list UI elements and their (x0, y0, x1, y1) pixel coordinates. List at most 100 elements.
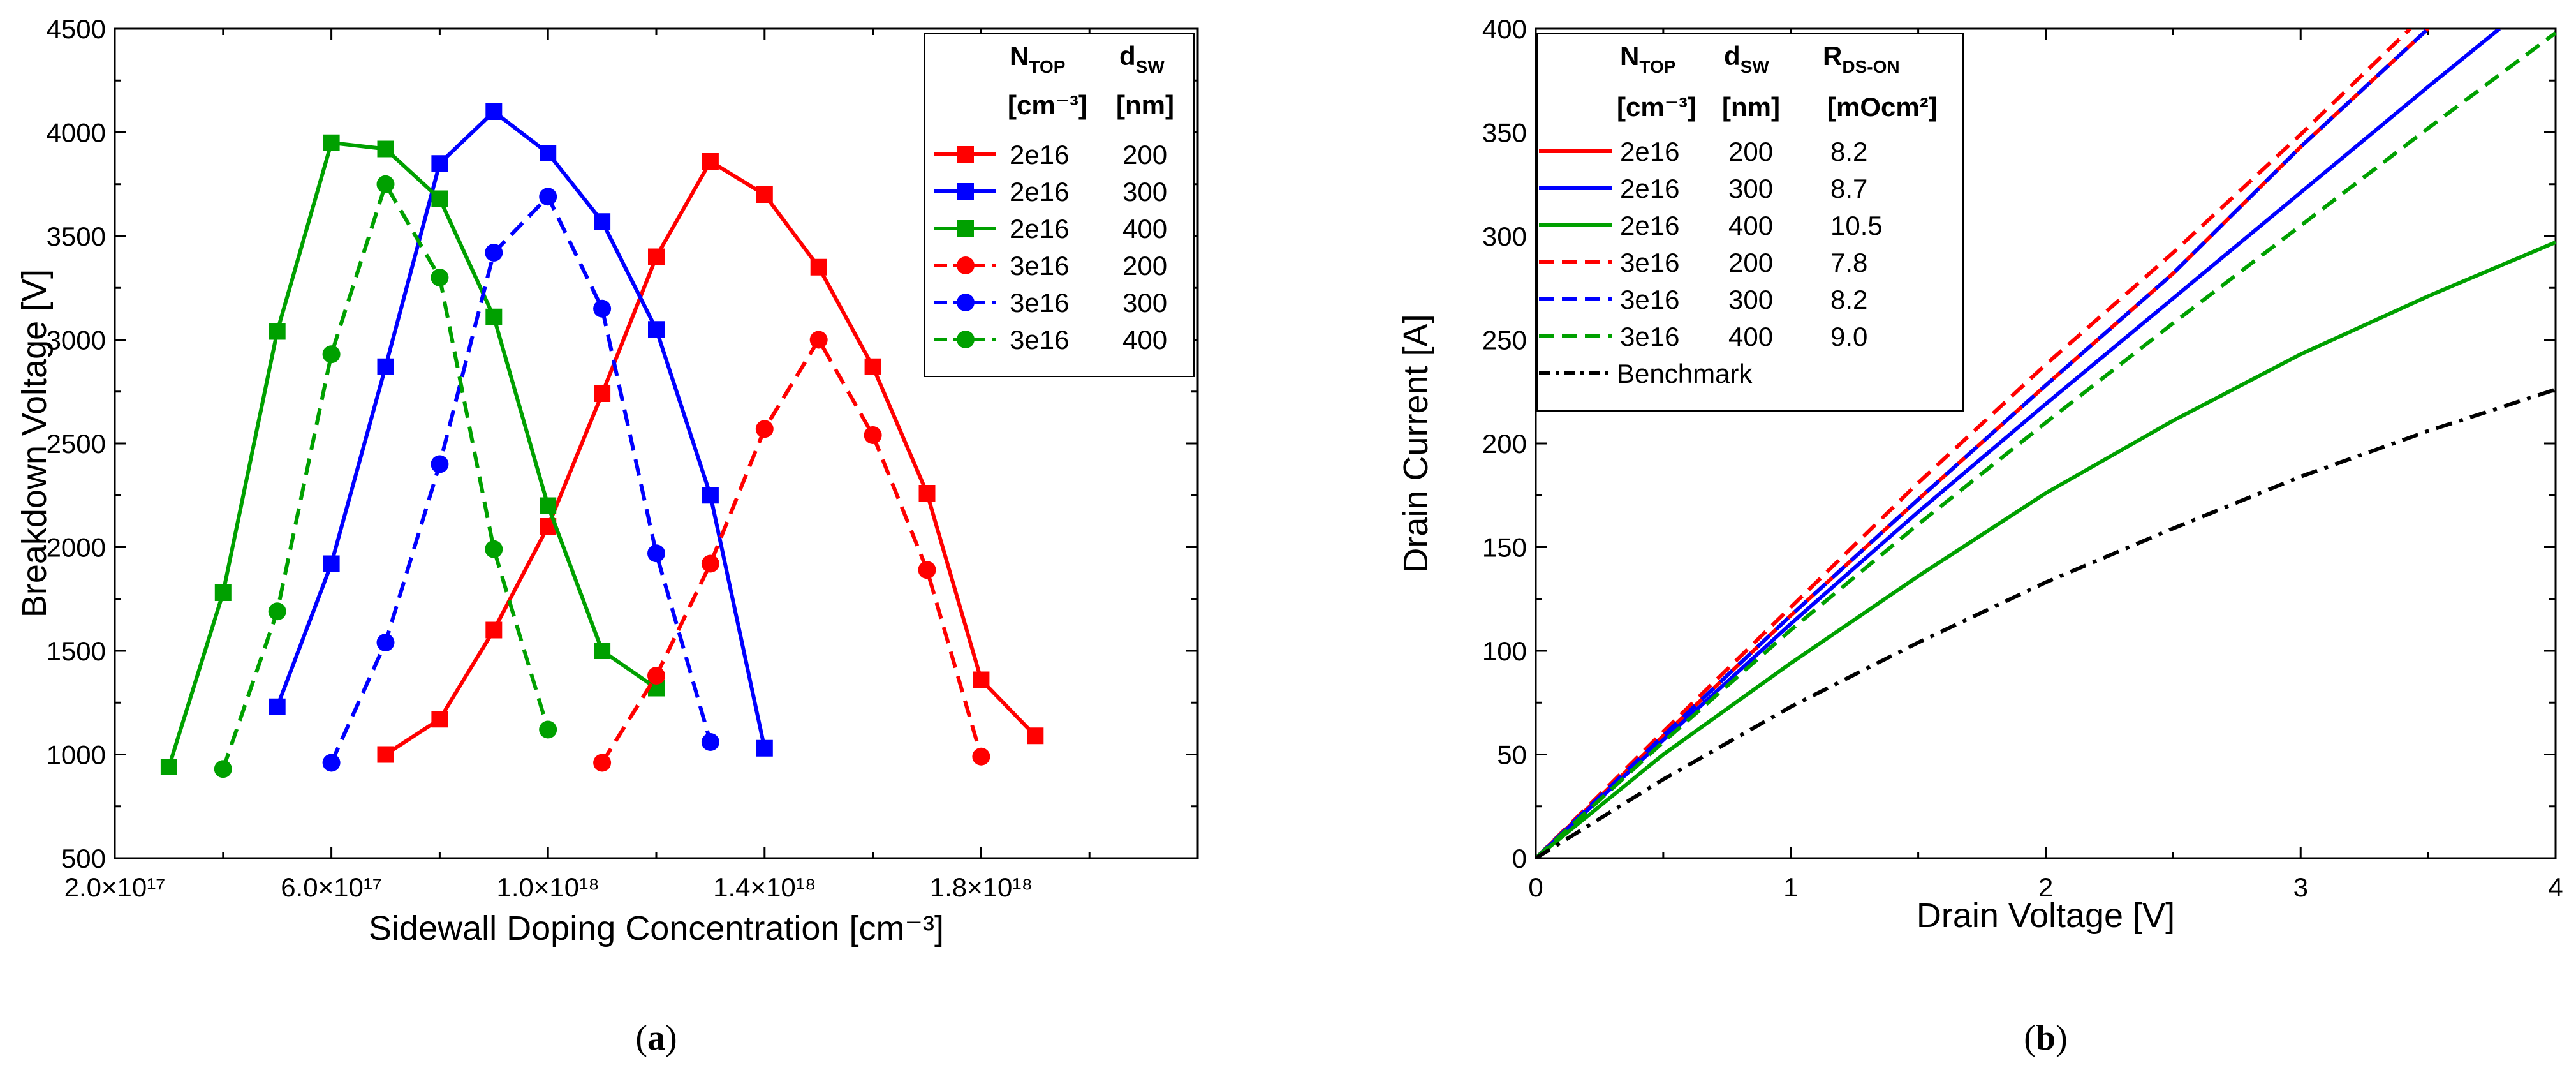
series-line-2e16-300 (1536, 29, 2501, 858)
legend-ntop: 3e16 (1620, 248, 1679, 278)
x-tick-label: 2 (2038, 872, 2053, 902)
data-point (648, 321, 665, 338)
data-point (540, 497, 557, 514)
data-point (268, 602, 286, 621)
legend-ntop: 2e16 (1620, 137, 1679, 167)
x-tick-label: 1.4×10¹⁸ (713, 872, 816, 902)
data-point (485, 540, 503, 558)
series-line-3e16-300 (329, 193, 712, 764)
y-axis-label: Breakdown Voltage [V] (15, 269, 54, 618)
y-tick-label: 150 (1482, 533, 1527, 563)
legend-rdson: 8.2 (1830, 137, 1867, 167)
data-point (323, 555, 340, 572)
y-tick-label: 200 (1482, 429, 1527, 459)
legend-header-dsw: dSW (1119, 41, 1165, 77)
y-tick-label: 300 (1482, 221, 1527, 251)
x-tick-label: 1.8×10¹⁸ (930, 872, 1033, 902)
data-point (864, 358, 881, 375)
data-point (322, 345, 341, 364)
data-point (755, 420, 774, 438)
y-tick-label: 250 (1482, 325, 1527, 355)
legend-ntop: 2e16 (1010, 140, 1069, 170)
panel-caption-b: (b) (2024, 1018, 2067, 1058)
legend-ntop: 2e16 (1620, 211, 1679, 241)
data-point (1027, 727, 1044, 745)
legend-header-rdson: RDS-ON (1823, 41, 1900, 77)
series-line-2e16-300 (275, 109, 767, 749)
legend-dsw: 400 (1122, 214, 1167, 244)
data-point (702, 153, 719, 170)
x-tick-label: 2.0×10¹⁷ (64, 872, 166, 902)
data-point (322, 754, 341, 772)
data-point (431, 455, 449, 473)
data-point (594, 213, 611, 230)
legend-dsw: 300 (1122, 177, 1167, 207)
y-tick-label: 0 (1512, 843, 1527, 873)
legend-unit-ntop: [cm⁻³] (1008, 90, 1087, 120)
data-point (648, 248, 665, 265)
y-tick-label: 3500 (47, 221, 106, 251)
data-point (756, 739, 773, 757)
legend-ntop: 3e16 (1620, 322, 1679, 352)
y-tick-label: 1000 (47, 740, 106, 770)
data-point (810, 258, 827, 276)
panel-caption-a: (a) (635, 1018, 677, 1058)
data-point (756, 186, 773, 203)
series-line-3e16-400 (221, 179, 550, 770)
legend-swatch-marker (957, 294, 975, 311)
legend-rdson: 8.2 (1830, 285, 1867, 315)
series-line-2e16-400 (1536, 240, 2556, 858)
y-tick-label: 400 (1482, 14, 1527, 44)
x-tick-label: 0 (1528, 872, 1543, 902)
panel-b-chart: 0 50 100 150 200 250 300 350 400 0 1 2 3 4 Drain Volta… (1397, 14, 2563, 1058)
y-tick-label: 1500 (47, 636, 106, 666)
data-point (269, 323, 286, 340)
data-point (431, 155, 448, 172)
data-point (485, 308, 503, 325)
data-point (594, 385, 611, 402)
data-point (540, 145, 557, 161)
legend-rdson: 8.7 (1830, 174, 1867, 204)
legend-ntop: 3e16 (1010, 251, 1069, 281)
legend-dsw: 200 (1122, 140, 1167, 170)
legend-ntop: 2e16 (1010, 214, 1069, 244)
y-tick-label: 350 (1482, 118, 1527, 148)
data-point (647, 544, 665, 563)
x-tick-label: 1.0×10¹⁸ (497, 872, 600, 902)
data-point (376, 634, 395, 651)
legend-unit-rdson: [mOcm²] (1827, 92, 1938, 122)
series-line-3e16-300 (1536, 29, 2430, 858)
data-point (701, 554, 719, 573)
data-point (323, 134, 340, 151)
legend-header-ntop: NTOP (1010, 41, 1065, 77)
legend-unit-dsw: [nm] (1722, 92, 1780, 122)
legend-swatch-marker (957, 220, 974, 237)
data-point (377, 358, 394, 375)
x-tick-label: 1 (1783, 872, 1798, 902)
legend-dsw: 200 (1122, 251, 1167, 281)
series-line-3e16-400 (1536, 31, 2556, 858)
y-tick-label: 4000 (47, 118, 106, 148)
x-tick-label: 6.0×10¹⁷ (281, 872, 382, 902)
data-point (973, 671, 990, 688)
x-tick-label: 3 (2293, 872, 2308, 902)
legend-dsw: 200 (1728, 137, 1773, 167)
data-point (376, 175, 395, 193)
legend-dsw: 400 (1728, 211, 1773, 241)
legend-ntop: 3e16 (1010, 288, 1069, 318)
data-point (701, 733, 719, 751)
legend-ntop: 2e16 (1620, 174, 1679, 204)
data-point (269, 698, 286, 715)
y-tick-label: 3000 (47, 325, 106, 355)
data-point (539, 720, 557, 739)
data-point (485, 244, 503, 262)
y-tick-label: 2500 (47, 429, 106, 459)
y-tick-label: 100 (1482, 636, 1527, 666)
data-point (160, 759, 177, 775)
legend-box (1536, 33, 1964, 412)
legend-rdson: 10.5 (1830, 211, 1883, 241)
y-axis-label: Drain Current [A] (1397, 314, 1435, 572)
data-point (864, 426, 882, 444)
legend-ntop: 3e16 (1010, 325, 1069, 355)
series-line-3e16-200 (600, 336, 983, 764)
